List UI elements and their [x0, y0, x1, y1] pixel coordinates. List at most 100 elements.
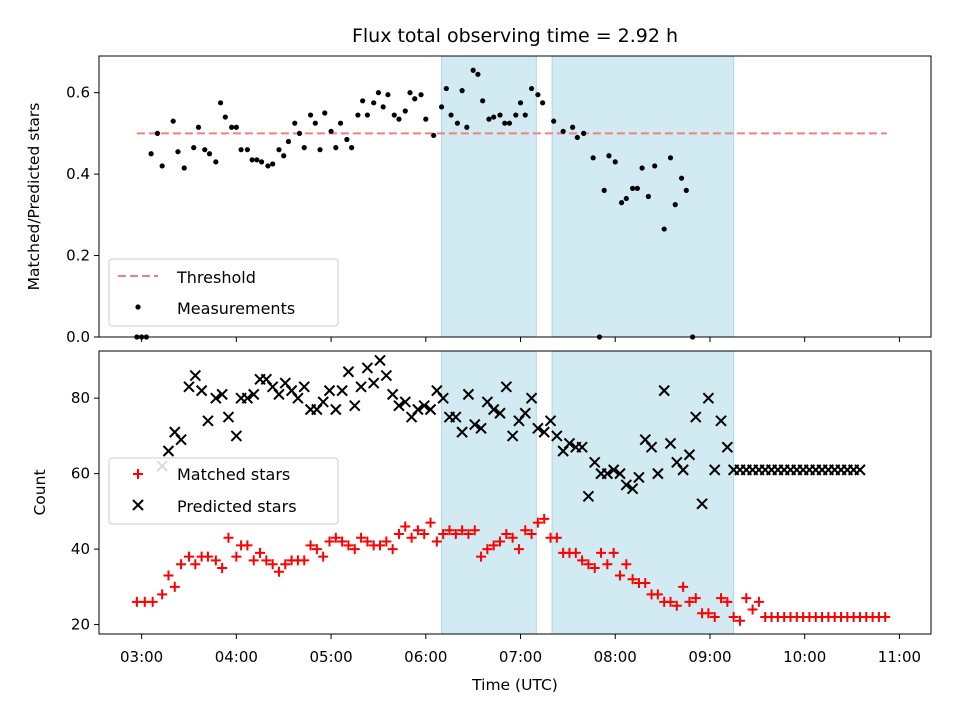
predicted-stars-point — [273, 388, 285, 401]
measurement-point — [443, 85, 449, 92]
matched-stars-point — [231, 551, 242, 562]
matched-stars-point — [520, 525, 531, 536]
matched-stars-point — [375, 540, 386, 551]
predicted-stars-point — [475, 422, 487, 435]
predicted-stars-point — [456, 426, 468, 438]
predicted-stars-point — [601, 467, 614, 480]
measurement-point — [678, 175, 685, 181]
matched-stars-point — [570, 547, 581, 558]
predicted-stars-point — [450, 411, 462, 423]
measurement-point — [438, 104, 445, 110]
shaded-interval-2 — [551, 350, 735, 635]
bottom-plot-marks — [131, 354, 891, 626]
predicted-stars-point — [241, 392, 254, 404]
y-tick-label: 40 — [71, 540, 90, 558]
matched-stars-point — [425, 517, 436, 528]
measurement-point — [249, 157, 255, 163]
measurement-point — [612, 159, 618, 165]
measurement-point — [375, 90, 382, 96]
measurement-point — [281, 153, 287, 159]
measurement-point — [333, 145, 339, 151]
measurement-point — [570, 124, 576, 130]
predicted-stars-point — [500, 381, 513, 393]
measurement-point — [645, 193, 652, 200]
bottom-axes-frame — [98, 350, 932, 635]
measurement-point — [181, 165, 187, 171]
predicted-stars-point — [854, 464, 866, 476]
predicted-stars-point — [620, 479, 633, 491]
matched-stars-point — [457, 525, 468, 536]
predicted-stars-point — [551, 430, 563, 442]
measurement-point — [148, 151, 154, 157]
measurement-point — [448, 112, 454, 118]
shaded-interval-1 — [441, 350, 537, 635]
matched-stars-point — [381, 536, 392, 547]
matched-stars-point — [255, 547, 266, 558]
top-x-ticks — [141, 337, 900, 342]
measurement-point — [238, 147, 244, 153]
matched-stars-point — [147, 596, 158, 607]
matched-stars-point — [703, 608, 714, 619]
matched-stars-point — [412, 525, 423, 536]
y-tick-label: 60 — [71, 465, 90, 483]
bottom-y-axis-label: Count — [31, 469, 49, 515]
measurement-point — [661, 226, 667, 232]
matched-stars-point — [722, 596, 733, 607]
measurement-point — [254, 157, 260, 163]
measurement-point — [170, 118, 176, 124]
matched-stars-point — [210, 555, 221, 566]
measurement-point — [623, 195, 629, 202]
measurement-point — [317, 147, 323, 153]
measurement-point — [175, 149, 181, 155]
predicted-stars-point — [418, 400, 430, 412]
measurement-point — [574, 134, 580, 141]
predicted-stars-point — [589, 456, 601, 469]
matched-stars-point — [551, 532, 562, 543]
predicted-legend-label: Predicted stars — [177, 497, 297, 516]
measurement-point — [233, 124, 239, 130]
predicted-stars-point — [292, 392, 304, 404]
matched-stars-point — [608, 547, 619, 558]
matched-stars-point — [678, 581, 689, 592]
measurement-point — [337, 120, 344, 126]
measurement-point — [535, 92, 541, 98]
measurement-point — [418, 92, 424, 98]
matched-stars-point — [431, 536, 442, 547]
predicted-stars-point — [367, 377, 380, 389]
matched-stars-point — [406, 532, 417, 543]
matched-stars-point — [419, 529, 430, 540]
measurement-point — [497, 112, 503, 118]
measurement-point — [312, 120, 318, 126]
matched-stars-point — [488, 540, 499, 551]
measurement-point — [517, 100, 524, 106]
measurement-point — [402, 108, 408, 114]
matched-stars-point — [602, 559, 613, 570]
predicted-stars-point — [336, 384, 348, 397]
matched-stars-point — [627, 574, 638, 585]
shaded-interval-1 — [441, 55, 537, 338]
predicted-stars-point — [633, 471, 645, 484]
predicted-stars-point — [652, 467, 664, 480]
matched-stars-point — [362, 536, 373, 547]
predicted-stars-point — [189, 369, 202, 382]
predicted-stars-point — [380, 369, 393, 382]
measurement-point — [480, 98, 486, 104]
matched-stars-point — [318, 551, 329, 562]
predicted-stars-point — [210, 392, 222, 404]
measurement-point — [301, 145, 307, 151]
predicted-stars-point — [626, 483, 639, 495]
predicted-stars-point — [248, 388, 260, 401]
matched-stars-point — [880, 612, 891, 623]
predicted-stars-point — [462, 388, 475, 401]
measurement-point — [407, 90, 413, 96]
threshold-legend-label: Threshold — [176, 268, 256, 287]
measurement-point — [431, 132, 437, 139]
predicted-stars-point — [469, 418, 481, 431]
predicted-stars-point — [525, 392, 538, 404]
predicted-stars-point — [355, 381, 367, 393]
matched-stars-point — [163, 570, 174, 581]
bottom-x-ticks: 03:00 04:00 05:00 06:00 07:00 08:00 09:00 10:00… — [120, 634, 921, 666]
matched-stars-point — [684, 596, 695, 607]
matched-stars-point — [217, 562, 228, 573]
matched-stars-point — [734, 615, 745, 626]
